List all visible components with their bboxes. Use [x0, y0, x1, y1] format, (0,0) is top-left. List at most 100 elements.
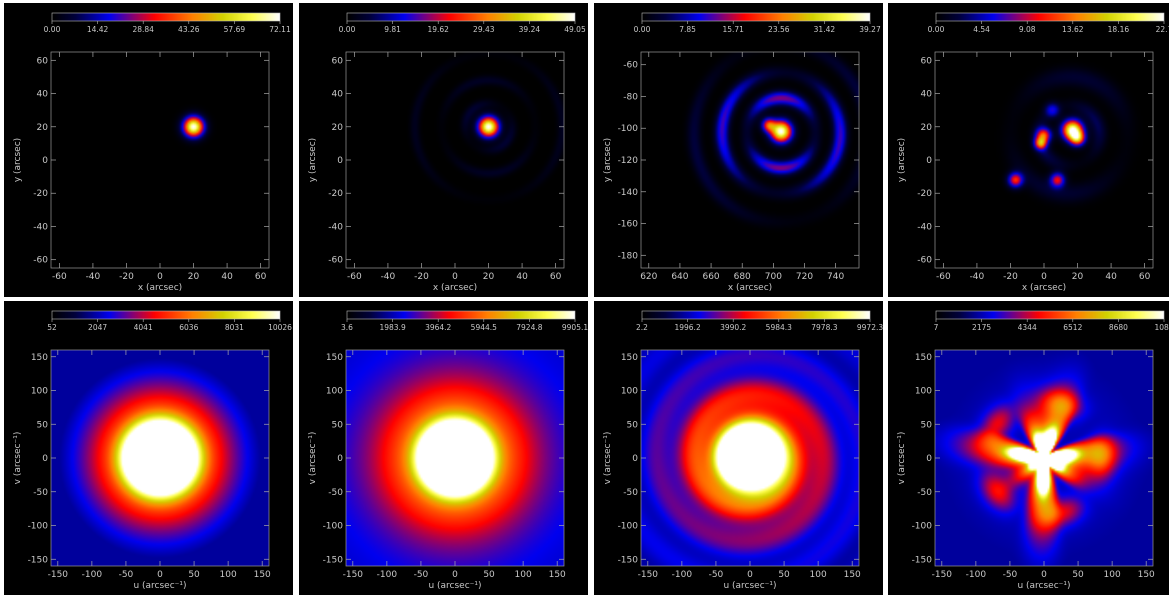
colorbar-tick-label: 43.26 — [178, 25, 200, 34]
x-axis-label: x (arcsec) — [1022, 283, 1066, 293]
chart-svg: 0.00 9.81 19.62 29.43 39.24 49.05 -60 -40 -20 0 20… — [308, 12, 586, 293]
x-tick-label: -40 — [381, 272, 396, 282]
colorbar-tick-label: 57.69 — [224, 25, 246, 34]
heatmap-image — [346, 52, 564, 268]
chart-panel-3: 0.00 7.85 15.71 23.56 31.42 39.27 620 640 660 680… — [594, 3, 883, 297]
y-tick-label: -150 — [912, 555, 933, 565]
x-tick-label: 40 — [221, 272, 233, 282]
colorbar-tick-label: 2175 — [972, 323, 991, 332]
y-tick-label: 0 — [926, 454, 932, 464]
chart-svg: 0.00 4.54 9.08 13.62 18.16 22.7 -60 -40 -20 0 20 40… — [897, 12, 1169, 293]
colorbar — [936, 13, 1164, 21]
x-tick-label: -50 — [119, 570, 134, 580]
colorbar-tick-label: 2047 — [88, 323, 107, 332]
chart-svg: 0.00 14.42 28.84 43.26 57.69 72.11 -60 -40 -20 0 2… — [13, 12, 291, 293]
y-tick-label: -50 — [623, 488, 638, 498]
x-axis-label: u (arcsec⁻¹) — [723, 581, 776, 591]
x-tick-label: -100 — [966, 570, 987, 580]
x-tick-label: -100 — [82, 570, 103, 580]
y-tick-label: -160 — [618, 220, 639, 230]
heatmap-image — [641, 350, 859, 566]
y-tick-label: 150 — [915, 353, 932, 363]
colorbar-tick-label: 39.24 — [519, 25, 541, 34]
y-tick-label: -20 — [328, 189, 343, 199]
colorbar-tick-label: 7.85 — [679, 25, 696, 34]
colorbar-tick-label: 72.11 — [269, 25, 291, 34]
x-tick-label: -40 — [970, 272, 985, 282]
x-tick-label: 60 — [255, 272, 267, 282]
y-axis-label: v (arcsec⁻¹) — [897, 432, 907, 485]
colorbar-tick-label: 9905.1 — [562, 323, 588, 332]
y-tick-label: -60 — [917, 256, 932, 266]
x-tick-label: -60 — [936, 272, 951, 282]
x-tick-label: -100 — [377, 570, 398, 580]
y-tick-label: -100 — [323, 522, 344, 532]
chart-svg: 2.2 1996.2 3990.2 5984.3 7978.3 9972.3 -150 -10… — [603, 310, 883, 591]
x-tick-label: -50 — [1003, 570, 1018, 580]
y-axis-label: v (arcsec⁻¹) — [308, 432, 318, 485]
y-tick-label: -60 — [328, 256, 343, 266]
y-tick-label: 100 — [31, 387, 48, 397]
x-tick-label: -150 — [932, 570, 953, 580]
y-tick-label: -60 — [623, 61, 638, 71]
y-axis-label: y (arcsec) — [897, 138, 907, 182]
y-tick-label: 100 — [915, 387, 932, 397]
colorbar-tick-label: 10026 — [268, 323, 292, 332]
y-axis-label: y (arcsec) — [603, 138, 613, 182]
colorbar-tick-label: 4.54 — [973, 25, 990, 34]
chart-svg: 0.00 7.85 15.71 23.56 31.42 39.27 620 640 660 680… — [603, 12, 881, 293]
x-tick-label: 720 — [796, 272, 813, 282]
colorbar-tick-label: 1084 — [1154, 323, 1169, 332]
colorbar-tick-label: 3990.2 — [720, 323, 746, 332]
colorbar-tick-label: 13.62 — [1062, 25, 1084, 34]
x-tick-label: -150 — [343, 570, 364, 580]
x-tick-label: 100 — [515, 570, 532, 580]
colorbar-tick-label: 19.62 — [427, 25, 449, 34]
x-tick-label: 680 — [734, 272, 751, 282]
heatmap-image — [346, 350, 564, 566]
colorbar — [936, 311, 1164, 319]
x-tick-label: -50 — [709, 570, 724, 580]
x-tick-label: 0 — [1041, 272, 1047, 282]
y-tick-label: 0 — [42, 454, 48, 464]
colorbar-tick-label: 6036 — [179, 323, 198, 332]
colorbar-tick-label: 15.71 — [722, 25, 744, 34]
x-tick-label: -150 — [48, 570, 69, 580]
x-tick-label: 100 — [220, 570, 237, 580]
x-tick-label: -20 — [1003, 272, 1018, 282]
colorbar — [52, 13, 280, 21]
colorbar-tick-label: 0.00 — [339, 25, 356, 34]
y-tick-label: 0 — [926, 156, 932, 166]
colorbar-tick-label: 7924.8 — [516, 323, 542, 332]
x-tick-label: -60 — [347, 272, 362, 282]
x-tick-label: 0 — [157, 570, 163, 580]
y-tick-label: 50 — [37, 420, 49, 430]
x-tick-label: 150 — [254, 570, 271, 580]
heatmap-image — [51, 52, 269, 268]
y-tick-label: -50 — [33, 488, 48, 498]
y-tick-label: 40 — [332, 90, 344, 100]
x-tick-label: 0 — [747, 570, 753, 580]
colorbar — [642, 311, 870, 319]
x-tick-label: -60 — [52, 272, 67, 282]
y-tick-label: 50 — [627, 420, 639, 430]
y-tick-label: 0 — [42, 156, 48, 166]
y-tick-label: 40 — [921, 90, 933, 100]
colorbar-tick-label: 3964.2 — [425, 323, 451, 332]
x-tick-label: 40 — [516, 272, 528, 282]
x-tick-label: -100 — [672, 570, 693, 580]
x-tick-label: 40 — [1105, 272, 1117, 282]
x-tick-label: 50 — [188, 570, 200, 580]
x-tick-label: -20 — [414, 272, 429, 282]
colorbar-tick-label: 14.42 — [87, 25, 109, 34]
x-tick-label: -50 — [414, 570, 429, 580]
chart-panel-4: 0.00 4.54 9.08 13.62 18.16 22.7 -60 -40 -20 0 20 40… — [888, 3, 1169, 297]
heatmap-image — [935, 52, 1153, 268]
x-tick-label: 150 — [844, 570, 861, 580]
chart-panel-1: 0.00 14.42 28.84 43.26 57.69 72.11 -60 -40 -20 0 2… — [4, 3, 293, 297]
colorbar-tick-label: 3.6 — [341, 323, 353, 332]
y-tick-label: -40 — [917, 222, 932, 232]
y-tick-label: 100 — [621, 387, 638, 397]
chart-panel-7: 2.2 1996.2 3990.2 5984.3 7978.3 9972.3 -150 -10… — [594, 301, 883, 595]
